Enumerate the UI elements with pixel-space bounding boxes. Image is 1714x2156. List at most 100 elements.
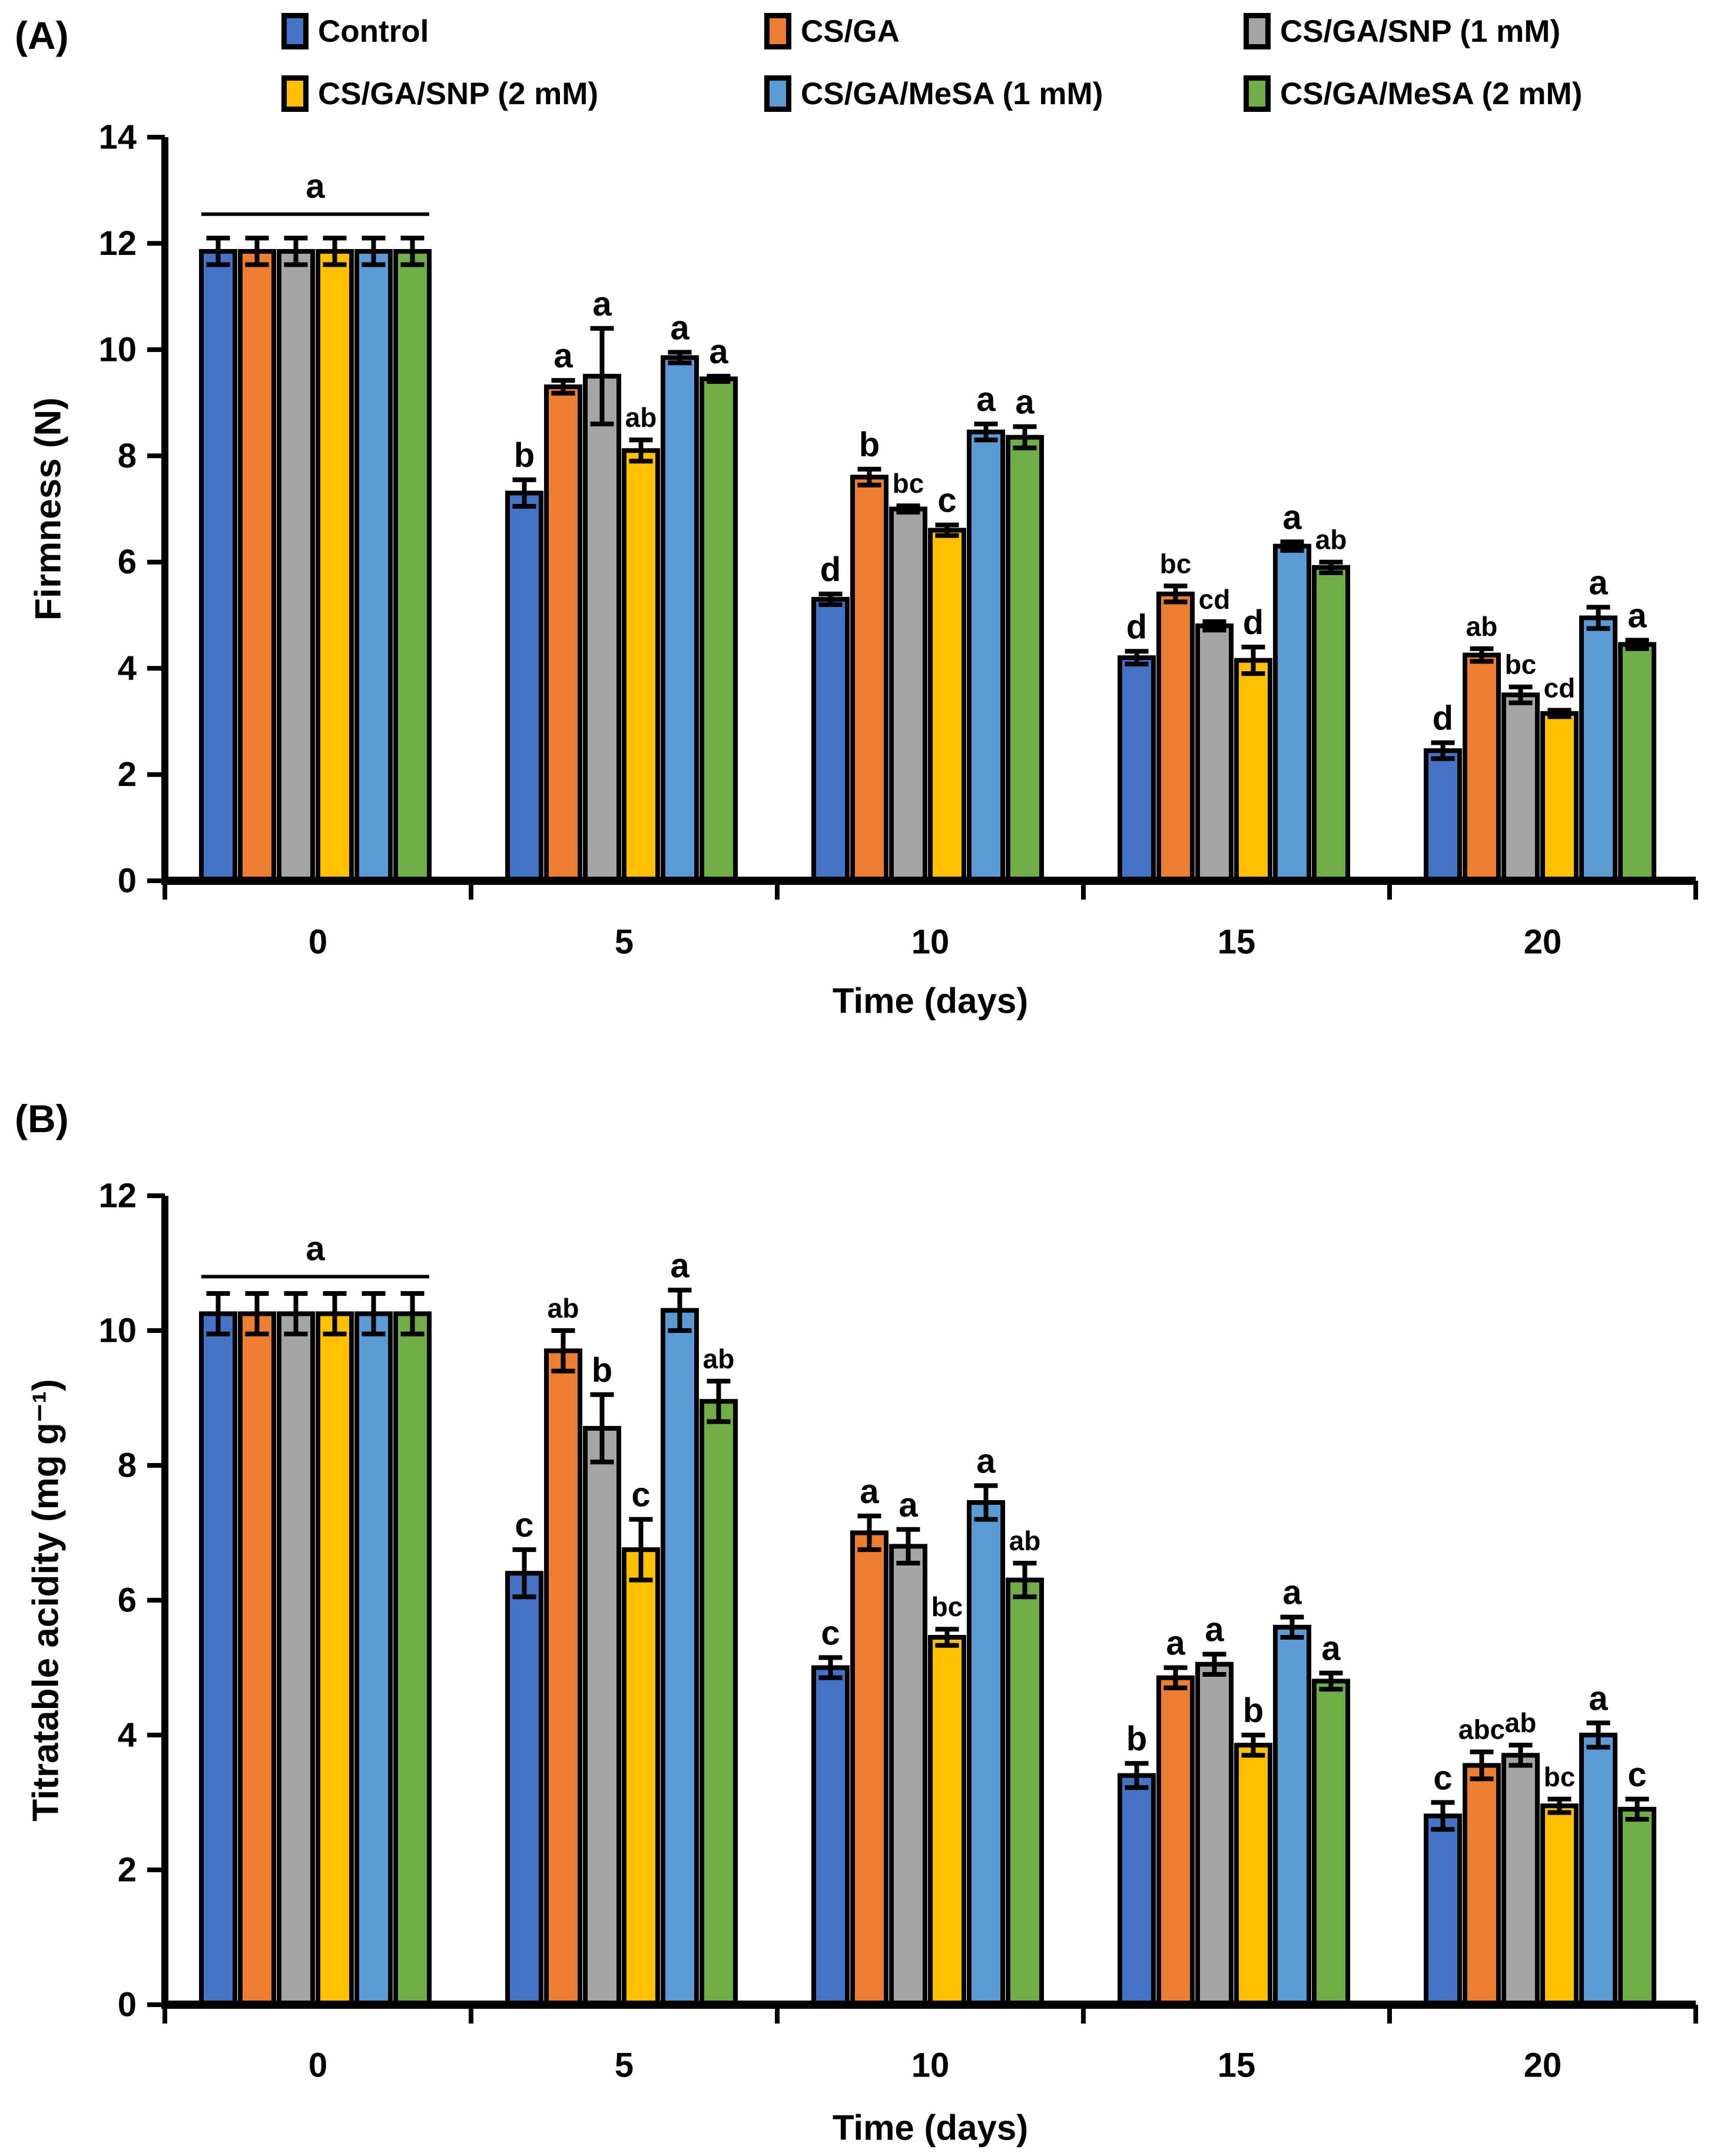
category-label: 15 [1218, 2046, 1256, 2085]
significance-letter: c [631, 1476, 650, 1514]
bar-CS/GA/MeSA (1 mM)-day0 [354, 1311, 393, 2007]
significance-letter: bc [1505, 649, 1537, 680]
bar-CS/GA/SNP (2 mM)-day0 [316, 1311, 354, 2007]
significance-letter: cd [1544, 672, 1576, 703]
legend-label: CS/GA/SNP (2 mM) [318, 76, 599, 111]
y-tick-label: 0 [118, 862, 137, 900]
significance-letter: ab [703, 1344, 735, 1374]
panel-label-a: (A) [15, 14, 69, 57]
significance-letter: a [976, 380, 996, 419]
category-label: 10 [911, 923, 950, 961]
bar-CS/GA/SNP (2 mM)-day15 [1234, 1743, 1272, 2008]
bar-CS/GA/SNP (1 mM)-day10 [889, 1544, 927, 2007]
y-tick-label: 10 [98, 1312, 137, 1350]
bar-Control-day10 [811, 1665, 850, 2007]
bar-CS/GA/SNP (2 mM)-day5 [622, 1547, 660, 2007]
x-axis-title: Time (days) [833, 2108, 1028, 2148]
significance-letter: a [553, 337, 573, 375]
bar-CS/GA/SNP (1 mM)-day5 [583, 373, 621, 883]
category-label: 0 [309, 2046, 327, 2085]
legend-swatch-cs-ga [764, 13, 791, 49]
significance-letter: bc [931, 1591, 963, 1622]
significance-letter: a [1282, 1574, 1302, 1612]
significance-letter: a [899, 1486, 918, 1524]
bar-CS/GA-day10 [850, 475, 889, 883]
legend-item-cs-ga-mesa-2mm: CS/GA/MeSA (2 mM) [1244, 75, 1582, 112]
legend-swatch-cs-ga-mesa-2mm [1244, 75, 1271, 112]
bar-CS/GA-day20 [1463, 652, 1501, 883]
significance-letter: d [820, 550, 841, 589]
significance-letter: ab [1315, 525, 1347, 555]
bar-CS/GA-day20 [1463, 1763, 1501, 2007]
significance-letter: cd [1199, 584, 1231, 615]
bar-CS/GA/SNP (1 mM)-day15 [1195, 1661, 1234, 2007]
y-tick-label: 2 [118, 755, 137, 794]
legend-label: CS/GA/MeSA (1 mM) [801, 76, 1103, 111]
bar-CS/GA/MeSA (2 mM)-day20 [1618, 1806, 1656, 2007]
significance-letter: c [1433, 1759, 1452, 1797]
bar-CS/GA/SNP (1 mM)-day20 [1501, 692, 1540, 883]
y-tick-label: 8 [118, 1447, 137, 1485]
bar-CS/GA/SNP (2 mM)-day10 [928, 528, 966, 883]
legend-label: CS/GA/SNP (1 mM) [1280, 14, 1561, 49]
significance-letter: ab [1505, 1707, 1537, 1738]
category-label: 10 [911, 2046, 950, 2085]
bar-CS/GA/MeSA (2 mM)-day5 [699, 376, 738, 883]
significance-letter: a [306, 1229, 325, 1268]
significance-letter: a [306, 167, 325, 205]
y-axis-title: Titratable acidity (mg g⁻¹) [26, 1379, 67, 1822]
bar-CS/GA-day15 [1156, 1675, 1195, 2008]
bar-CS/GA/MeSA (1 mM)-day5 [661, 1308, 699, 2007]
bar-CS/GA/SNP (1 mM)-day20 [1501, 1753, 1540, 2008]
y-tick-label: 8 [118, 437, 137, 475]
legend-item-cs-ga: CS/GA [764, 13, 900, 49]
y-tick-label: 12 [98, 224, 137, 263]
y-tick-label: 0 [118, 1986, 137, 2024]
y-tick-label: 14 [98, 118, 137, 157]
significance-letter: d [1433, 699, 1453, 737]
legend-item-cs-ga-snp-1mm: CS/GA/SNP (1 mM) [1244, 13, 1560, 49]
significance-letter: a [1166, 1624, 1185, 1663]
bar-CS/GA/SNP (1 mM)-day0 [277, 1311, 315, 2007]
bar-CS/GA-day15 [1156, 591, 1195, 883]
bar-CS/GA/SNP (2 mM)-day20 [1540, 711, 1579, 883]
significance-letter: a [1321, 1630, 1341, 1668]
bar-CS/GA/MeSA (1 mM)-day5 [661, 355, 699, 883]
bar-CS/GA/SNP (2 mM)-day20 [1540, 1803, 1579, 2008]
legend-label: Control [318, 14, 429, 49]
bar-CS/GA/MeSA (2 mM)-day0 [393, 1311, 432, 2007]
category-label: 20 [1524, 923, 1562, 961]
legend-item-cs-ga-mesa-1mm: CS/GA/MeSA (1 mM) [764, 75, 1103, 112]
bar-Control-day15 [1118, 1773, 1156, 2007]
y-tick-label: 2 [118, 1851, 137, 1889]
significance-letter: bc [893, 468, 924, 499]
bar-CS/GA/MeSA (2 mM)-day10 [1006, 434, 1044, 883]
y-tick-label: 6 [118, 543, 137, 581]
significance-letter: b [859, 426, 880, 464]
significance-letter: bc [1544, 1762, 1576, 1792]
significance-letter: a [1015, 383, 1035, 422]
category-label: 5 [615, 923, 634, 961]
category-label: 20 [1524, 2046, 1562, 2085]
legend-swatch-cs-ga-snp-1mm [1244, 13, 1271, 49]
bar-Control-day15 [1118, 655, 1156, 883]
bar-CS/GA/SNP (1 mM)-day15 [1195, 623, 1234, 883]
significance-letter: a [709, 333, 728, 371]
y-tick-label: 4 [118, 649, 137, 688]
bar-CS/GA/MeSA (1 mM)-day15 [1273, 1624, 1311, 2008]
significance-letter: b [1243, 1691, 1264, 1730]
bar-Control-day5 [505, 490, 543, 883]
bar-CS/GA/MeSA (2 mM)-day5 [699, 1399, 738, 2008]
bar-CS/GA/MeSA (1 mM)-day10 [967, 1500, 1005, 2008]
y-tick-label: 4 [118, 1716, 137, 1754]
bar-Control-day0 [199, 248, 237, 884]
bar-CS/GA/MeSA (2 mM)-day0 [393, 248, 432, 884]
bar-Control-day20 [1424, 1813, 1462, 2007]
bar-CS/GA-day0 [238, 1311, 276, 2007]
significance-letter: a [670, 309, 689, 347]
significance-letter: abc [1458, 1714, 1505, 1745]
bar-CS/GA/SNP (2 mM)-day10 [928, 1634, 966, 2008]
legend-swatch-cs-ga-snp-2mm [281, 75, 309, 112]
